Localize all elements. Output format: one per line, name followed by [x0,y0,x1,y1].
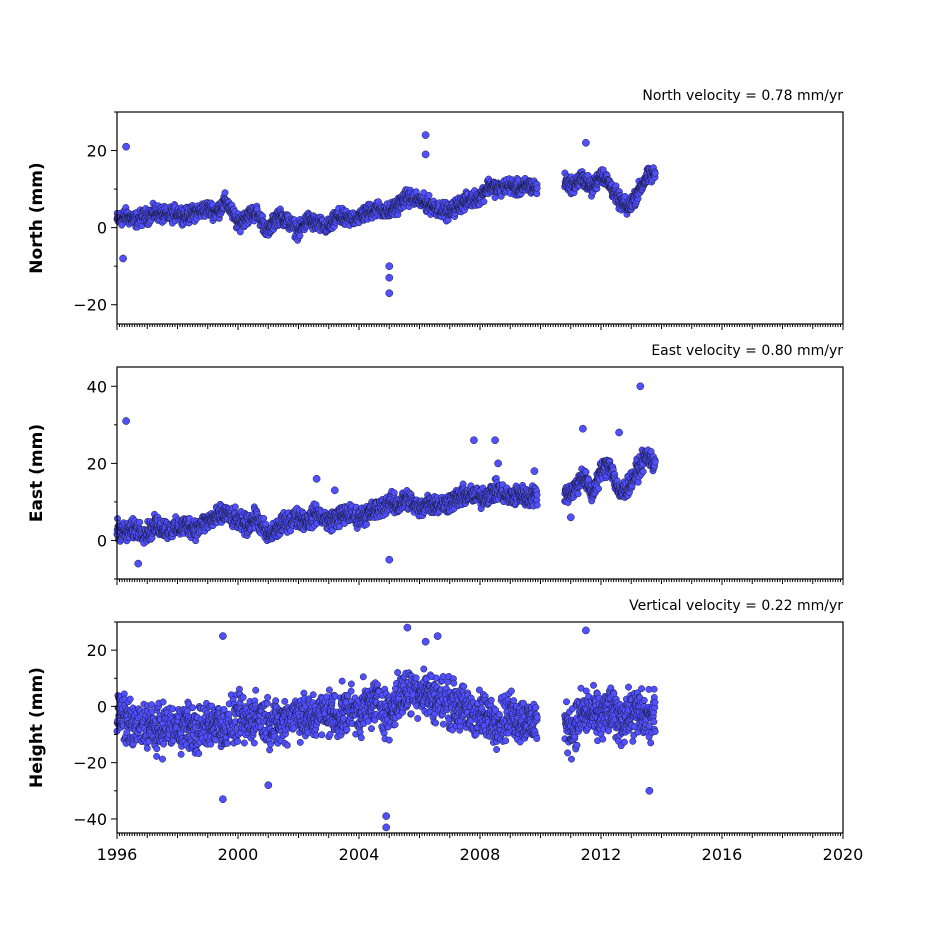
data-point [651,458,659,466]
north-y-label: North (mm) [27,162,47,273]
data-point [153,752,161,760]
data-point [582,468,590,476]
north-axes-frame [116,111,844,325]
east-y-tick-label: 40 [87,377,107,396]
data-point [296,232,304,240]
data-point-outlier [470,436,478,445]
data-point-outlier [122,142,130,151]
east-y-label: East (mm) [27,424,47,522]
data-point [126,695,134,703]
data-point-outlier [579,424,587,433]
north-y-tick-label: 0 [97,219,107,238]
panel-north: −20 0 20 North (mm) North velocity = 0.78 mm… [27,88,844,330]
data-point [221,189,229,197]
data-point [533,501,541,509]
data-point-outlier [530,467,539,475]
data-point [143,744,151,752]
data-point-outlier [566,513,575,522]
data-point-outlier [312,474,321,483]
data-point-outlier [491,436,499,445]
data-point-outlier [330,486,339,495]
east-axes-frame [116,366,844,580]
north-points [113,131,659,298]
data-point [363,520,370,528]
panel-east: 0 20 40 East (mm) East velocity = 0.80 mm/yr [27,343,844,585]
data-point-outlier [385,289,394,298]
data-point [236,228,244,236]
data-point [533,491,541,499]
data-point [153,745,161,753]
data-point [260,514,268,522]
data-point-outlier [615,428,623,437]
data-point [425,191,433,199]
data-point [159,698,167,706]
data-point-outlier [122,417,130,425]
data-point [159,755,166,763]
data-point [231,503,239,511]
north-y-tick-label: −20 [73,296,107,315]
data-point [480,198,488,206]
data-point-outlier [385,273,394,282]
north-y-tick-label: 20 [87,142,107,161]
height-points [113,623,659,832]
data-point-outlier [134,559,143,568]
data-point-outlier [119,254,127,263]
data-point-outlier [421,150,430,159]
data-point [533,184,541,192]
east-y-tick-label: 0 [97,531,107,550]
north-velocity-label: North velocity = 0.78 mm/yr [642,88,843,104]
east-points [113,382,659,568]
data-point-outlier [385,262,394,271]
data-point [639,468,647,476]
data-point-outlier [494,459,502,468]
data-point-outlier [421,131,430,139]
data-point-outlier [636,382,645,391]
data-point-outlier [385,555,394,564]
data-point [595,485,602,493]
data-point [651,169,659,177]
east-velocity-label: East velocity = 0.80 mm/yr [651,343,843,359]
data-point [390,489,398,497]
data-point-outlier [582,138,590,147]
data-point [574,490,582,498]
east-y-tick-label: 20 [87,454,107,473]
data-point [136,518,144,526]
